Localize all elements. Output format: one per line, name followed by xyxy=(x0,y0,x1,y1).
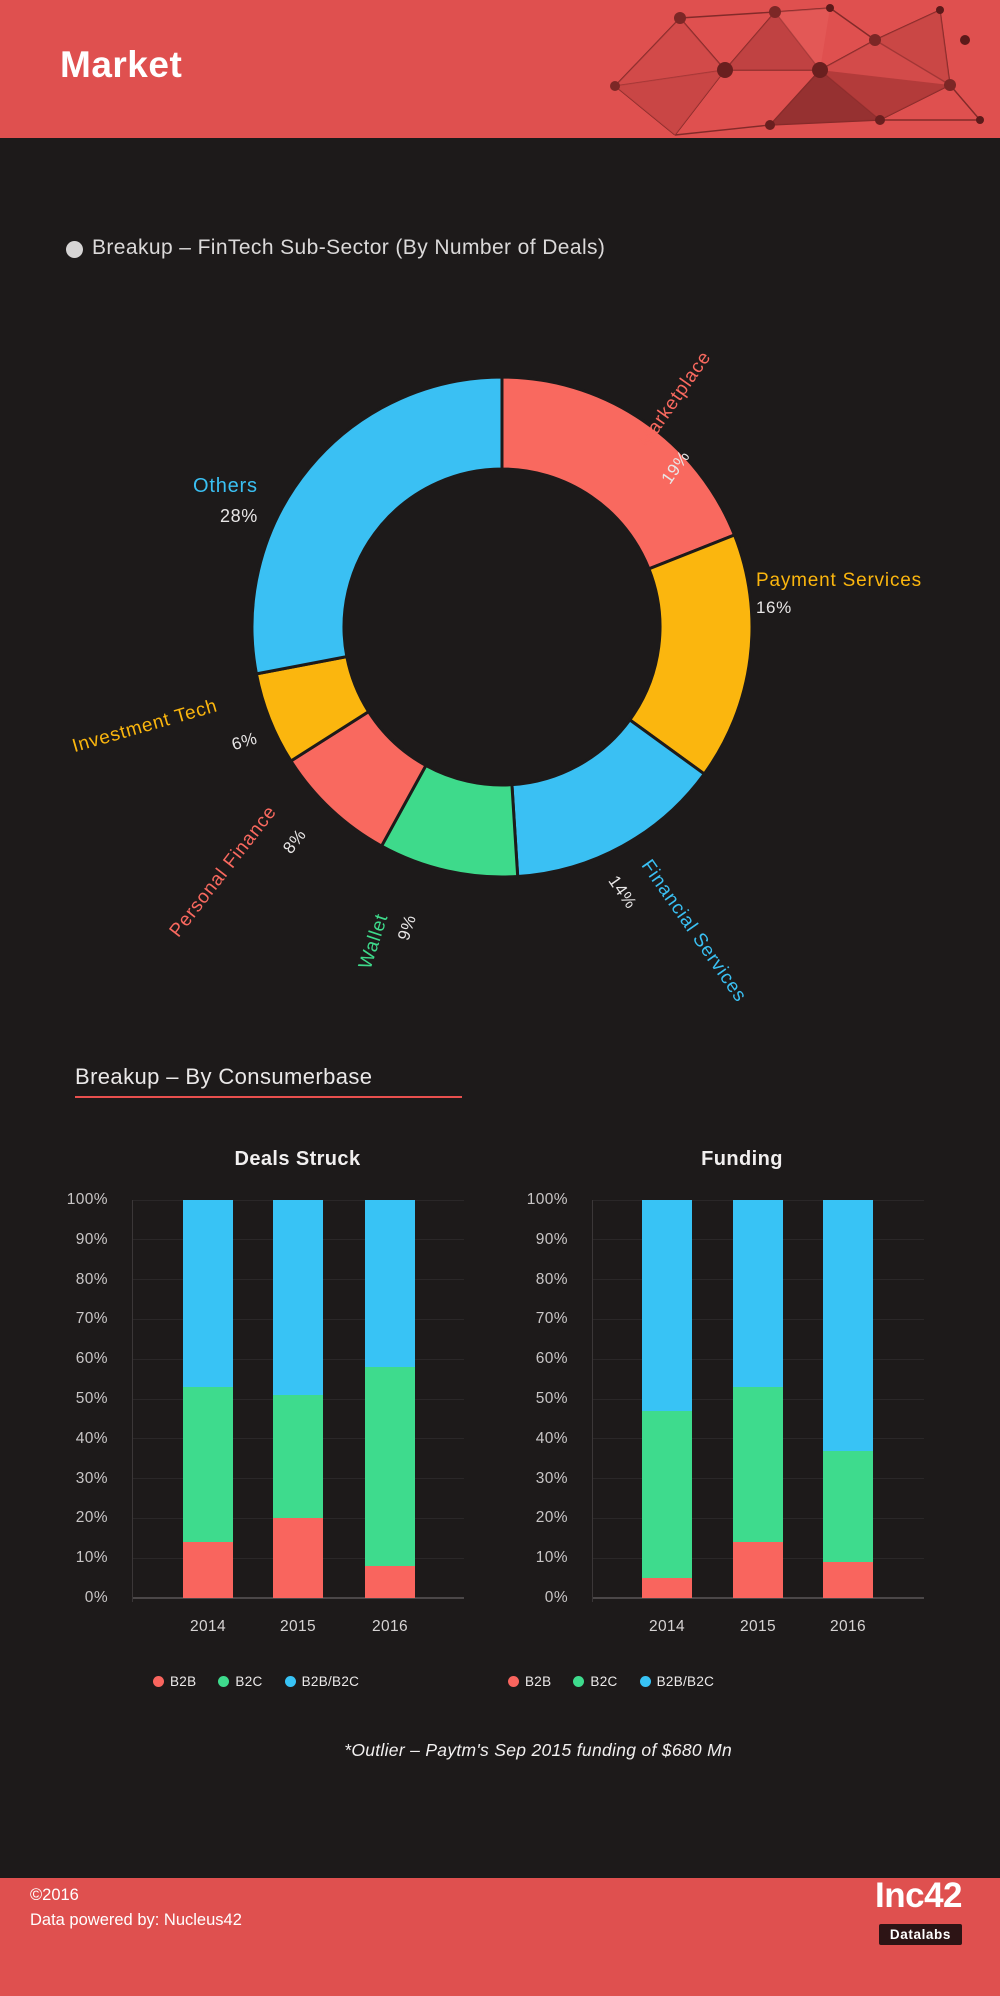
y-axis-tick-funding-80%: 80% xyxy=(535,1270,568,1288)
data-powered-by-text: Data powered by: Nucleus42 xyxy=(30,1911,242,1929)
y-axis-tick-deals-struck-80%: 80% xyxy=(75,1270,108,1288)
donut-chart-title: Breakup – FinTech Sub-Sector (By Number … xyxy=(92,236,606,259)
section-title-underline xyxy=(75,1096,462,1098)
gridline-funding-0% xyxy=(593,1597,924,1599)
datalabs-badge: Datalabs xyxy=(878,1924,962,1945)
y-axis-tick-deals-struck-0%: 0% xyxy=(84,1589,108,1606)
y-axis-tick-deals-struck-40%: 40% xyxy=(75,1429,108,1447)
legend-item-b2c: B2C xyxy=(218,1674,262,1689)
bullet-icon xyxy=(66,241,83,258)
donut-chart xyxy=(250,375,754,879)
donut-pct-payment-services: 16% xyxy=(756,598,792,617)
x-axis-label-funding-2014: 2014 xyxy=(648,1618,686,1635)
donut-segment-others xyxy=(250,375,504,676)
section-title-consumerbase: Breakup – By Consumerbase xyxy=(75,1064,373,1089)
gridline-deals-struck-0% xyxy=(133,1597,464,1599)
y-axis-tick-funding-50%: 50% xyxy=(535,1390,568,1407)
bar-segment-funding-2015-b2b-b2c xyxy=(733,1200,783,1388)
y-axis-line-funding xyxy=(592,1200,593,1602)
bar-segment-funding-2016-b2c xyxy=(823,1450,873,1563)
y-axis-tick-funding-100%: 100% xyxy=(526,1191,568,1208)
bar-segment-deals-struck-2014-b2b-b2c xyxy=(183,1200,233,1388)
donut-label-investment-tech: Investment Tech xyxy=(69,695,220,758)
y-axis-tick-deals-struck-30%: 30% xyxy=(75,1469,108,1487)
legend-dot-b2c xyxy=(573,1676,585,1687)
legend-label-b2b: B2B xyxy=(170,1674,197,1689)
copyright-text: ©2016 xyxy=(30,1886,79,1904)
y-axis-tick-deals-struck-10%: 10% xyxy=(75,1549,108,1567)
y-axis-tick-deals-struck-100%: 100% xyxy=(66,1191,108,1208)
legend-dot-b2b xyxy=(153,1676,164,1687)
x-axis-label-deals-struck-2014: 2014 xyxy=(189,1618,227,1635)
y-axis-tick-funding-40%: 40% xyxy=(535,1429,568,1447)
y-axis-tick-funding-20%: 20% xyxy=(535,1509,568,1527)
legend-dot-b2b xyxy=(508,1676,519,1687)
bar-segment-deals-struck-2016-b2c xyxy=(365,1367,415,1567)
y-axis-tick-funding-10%: 10% xyxy=(535,1549,568,1567)
inc42-logo: Inc42 xyxy=(875,1876,963,1915)
legend-dot-b2b-b2c xyxy=(284,1676,296,1687)
bar-segment-funding-2014-b2b-b2c xyxy=(642,1200,692,1411)
bar-segment-funding-2016-b2b-b2c xyxy=(823,1200,873,1451)
x-axis-label-deals-struck-2016: 2016 xyxy=(371,1618,409,1635)
legend-item-b2b-b2c: B2B/B2C xyxy=(284,1674,360,1689)
legend-label-b2c: B2C xyxy=(590,1674,618,1689)
donut-label-others: Others xyxy=(193,475,258,497)
chart-title-funding: Funding xyxy=(701,1148,783,1170)
legend-item-b2b: B2B xyxy=(153,1674,196,1689)
donut-pct-others: 28% xyxy=(220,506,258,526)
donut-label-payment-services: Payment Services xyxy=(756,570,922,591)
legend-label-b2b: B2B xyxy=(525,1674,552,1689)
bar-segment-deals-struck-2014-b2c xyxy=(183,1387,233,1543)
chart-title-deals-struck: Deals Struck xyxy=(234,1148,361,1170)
network-pattern-decoration xyxy=(610,4,984,136)
y-axis-tick-funding-60%: 60% xyxy=(535,1350,568,1368)
bar-segment-funding-2014-b2b xyxy=(642,1578,692,1598)
legend-label-b2b-b2c: B2B/B2C xyxy=(301,1674,360,1689)
bar-segment-deals-struck-2016-b2b-b2c xyxy=(365,1200,415,1368)
y-axis-tick-funding-30%: 30% xyxy=(535,1469,568,1487)
legend-funding: B2B B2C B2B/B2C xyxy=(508,1674,714,1689)
bar-segment-deals-struck-2015-b2b-b2c xyxy=(273,1200,323,1396)
legend-dot-b2c xyxy=(218,1676,230,1687)
legend-item-b2b-b2c: B2B/B2C xyxy=(639,1674,715,1689)
bar-segment-funding-2014-b2c xyxy=(642,1410,692,1579)
legend-label-b2c: B2C xyxy=(235,1674,263,1689)
legend-dot-b2b-b2c xyxy=(639,1676,651,1687)
y-axis-line-deals-struck xyxy=(132,1200,133,1602)
x-axis-label-funding-2015: 2015 xyxy=(739,1618,777,1635)
bar-segment-deals-struck-2015-b2c xyxy=(273,1395,323,1519)
y-axis-tick-deals-struck-70%: 70% xyxy=(75,1310,108,1328)
x-axis-label-funding-2016: 2016 xyxy=(829,1618,867,1635)
donut-segment-marketplace xyxy=(500,375,737,571)
y-axis-tick-funding-70%: 70% xyxy=(535,1310,568,1328)
page-title: Market xyxy=(60,44,183,85)
legend-label-b2b-b2c: B2B/B2C xyxy=(656,1674,715,1689)
bar-segment-funding-2015-b2c xyxy=(733,1387,783,1543)
outlier-footnote: *Outlier – Paytm's Sep 2015 funding of $… xyxy=(344,1740,732,1760)
bar-segment-funding-2016-b2b xyxy=(823,1562,873,1598)
x-axis-label-deals-struck-2015: 2015 xyxy=(279,1618,317,1635)
y-axis-tick-funding-90%: 90% xyxy=(535,1230,568,1248)
legend-item-b2c: B2C xyxy=(573,1674,617,1689)
legend-item-b2b: B2B xyxy=(508,1674,551,1689)
legend-deals-struck: B2B B2C B2B/B2C xyxy=(153,1674,359,1689)
y-axis-tick-deals-struck-60%: 60% xyxy=(75,1350,108,1368)
bar-segment-deals-struck-2016-b2b xyxy=(365,1566,415,1598)
y-axis-tick-funding-0%: 0% xyxy=(544,1589,568,1606)
y-axis-tick-deals-struck-20%: 20% xyxy=(75,1509,108,1527)
bar-segment-funding-2015-b2b xyxy=(733,1542,783,1598)
page-footer: ©2016 Data powered by: Nucleus42 Inc42 D… xyxy=(0,1876,1000,1996)
y-axis-tick-deals-struck-50%: 50% xyxy=(75,1390,108,1407)
bar-segment-deals-struck-2015-b2b xyxy=(273,1518,323,1598)
y-axis-tick-deals-struck-90%: 90% xyxy=(75,1230,108,1248)
page-header: Market xyxy=(0,0,1000,138)
bar-segment-deals-struck-2014-b2b xyxy=(183,1542,233,1598)
